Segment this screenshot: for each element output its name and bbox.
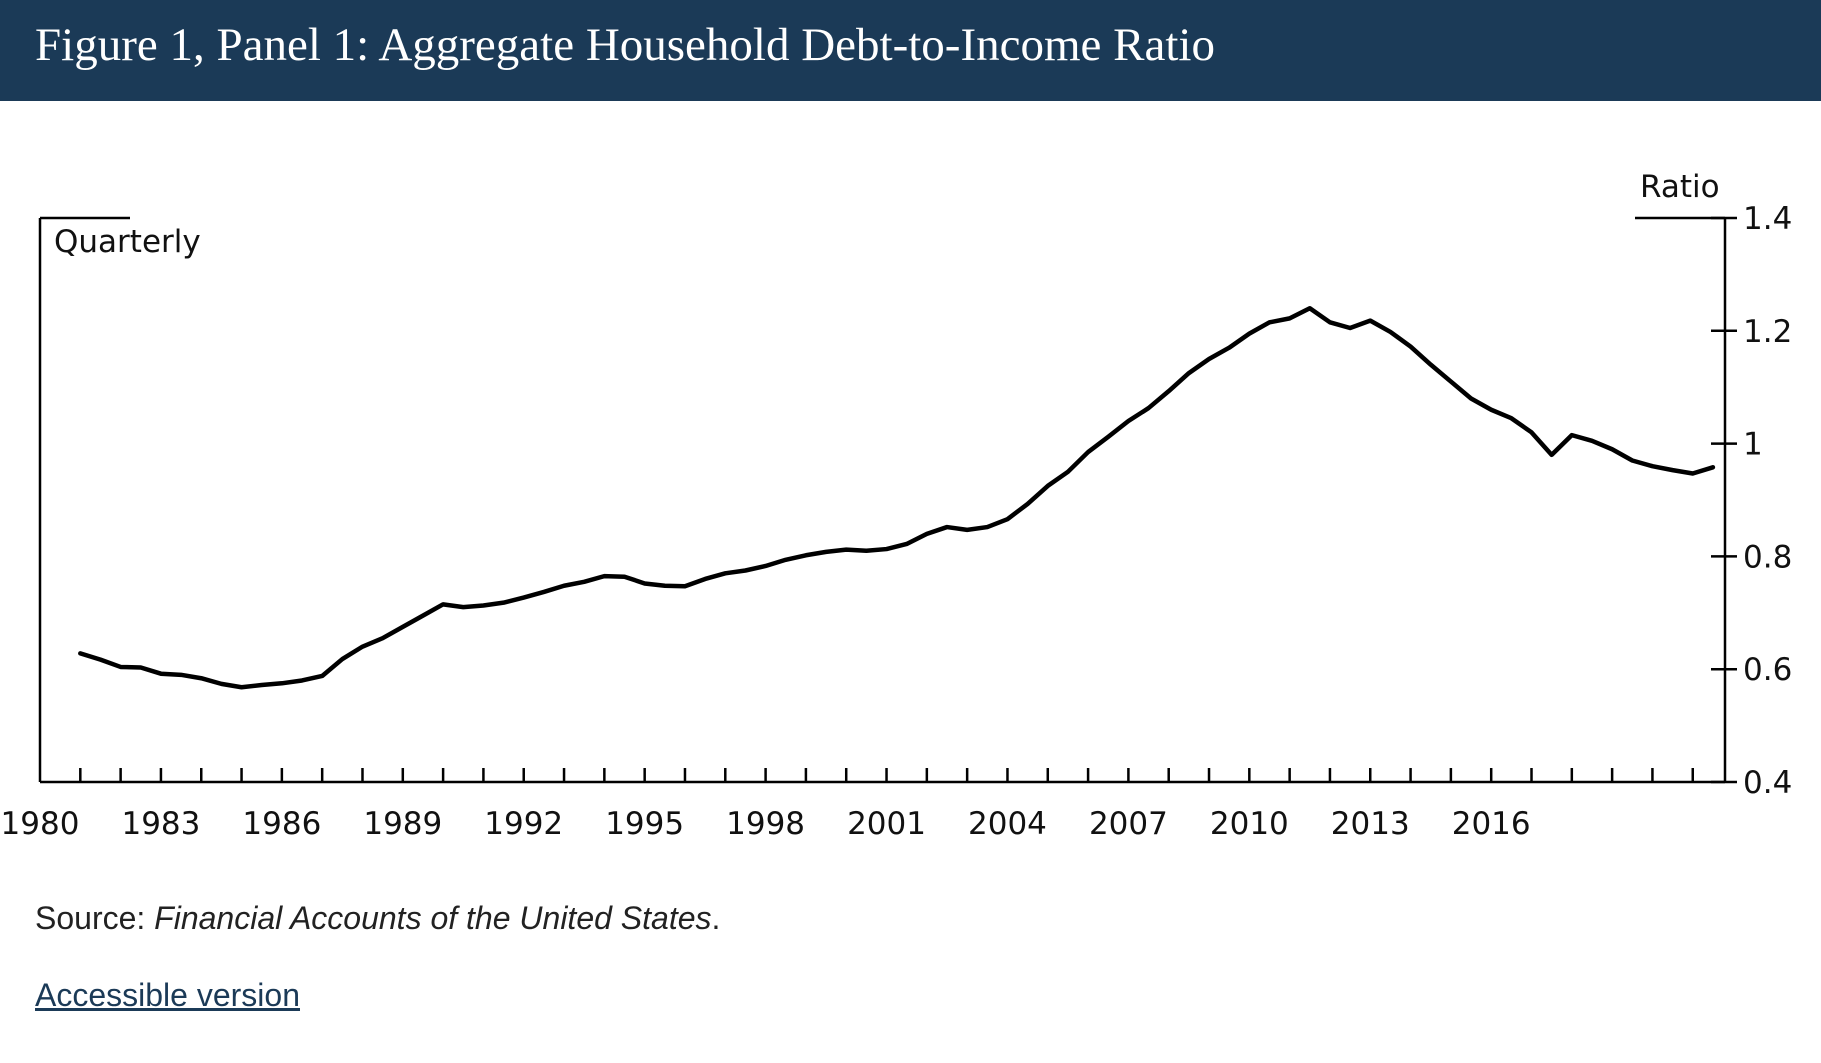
x-tick-label: 1992	[484, 806, 563, 842]
title-bar: Figure 1, Panel 1: Aggregate Household D…	[0, 0, 1821, 101]
x-tick-label: 2013	[1331, 806, 1410, 842]
chart-container: 1980 1983 1986 1989 1992 1995 1998 2001 2004 2007…	[0, 160, 1821, 860]
x-tick-label: 1995	[605, 806, 684, 842]
x-tick-label: 1986	[242, 806, 321, 842]
y-axis: 0.4 0.6 0.8 1 1.2 1.4	[1711, 201, 1792, 801]
y-tick-label: 1.2	[1743, 314, 1792, 350]
source-suffix: .	[711, 900, 721, 936]
y-tick-label: 1.4	[1743, 201, 1792, 237]
source-title: Financial Accounts of the United States	[154, 900, 712, 936]
frequency-label: Quarterly	[54, 224, 201, 260]
y-tick-label: 0.6	[1743, 652, 1792, 688]
y-tick-label: 1	[1743, 427, 1763, 463]
y-axis-label: Ratio	[1640, 169, 1720, 205]
x-tick-label: 1983	[121, 806, 200, 842]
x-tick-label: 1998	[726, 806, 805, 842]
series-layer	[78, 305, 1716, 690]
line-chart: 1980 1983 1986 1989 1992 1995 1998 2001 2004 2007…	[1, 169, 1793, 842]
accessible-version-link[interactable]: Accessible version	[35, 977, 300, 1013]
x-tick-label: 2016	[1452, 806, 1531, 842]
x-tick-label: 1989	[363, 806, 442, 842]
y-tick-label: 0.4	[1743, 765, 1792, 801]
x-tick-label: 2007	[1089, 806, 1168, 842]
series-line	[78, 305, 1716, 690]
y-tick-label: 0.8	[1743, 539, 1792, 575]
x-tick-label: 1980	[1, 806, 80, 842]
x-tick-label: 2004	[968, 806, 1047, 842]
chart-frame	[38, 216, 1727, 784]
x-axis: 1980 1983 1986 1989 1992 1995 1998 2001 2004 2007…	[1, 768, 1695, 842]
x-tick-label: 2001	[847, 806, 926, 842]
source-note: Source: Financial Accounts of the United…	[35, 900, 720, 937]
source-prefix: Source:	[35, 900, 155, 936]
page-title: Figure 1, Panel 1: Aggregate Household D…	[35, 19, 1215, 71]
x-tick-label: 2010	[1210, 806, 1289, 842]
